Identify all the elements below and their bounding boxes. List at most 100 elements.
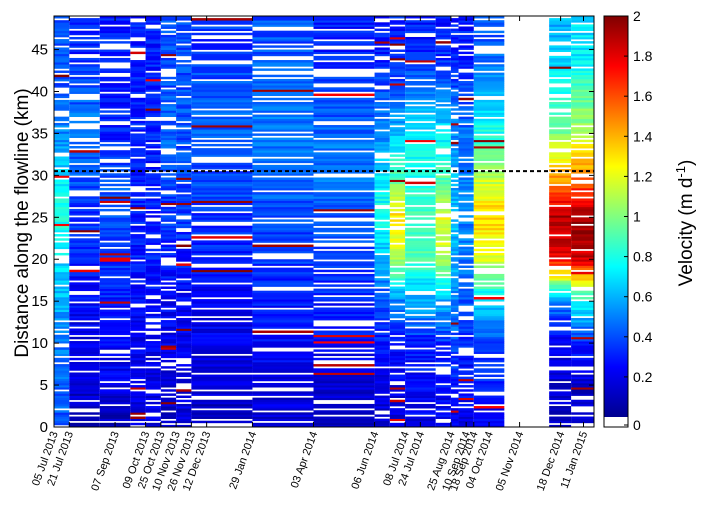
velocity-cell — [571, 259, 594, 262]
velocity-cell — [549, 385, 572, 388]
velocity-cell — [145, 301, 161, 304]
velocity-cell — [176, 299, 192, 302]
velocity-cell — [252, 231, 314, 235]
velocity-cell — [176, 282, 192, 285]
velocity-cell — [313, 200, 375, 203]
velocity-cell — [176, 148, 192, 151]
velocity-cell — [405, 410, 436, 413]
y-tick-label: 10 — [31, 335, 48, 352]
velocity-cell — [99, 217, 131, 220]
velocity-cell — [191, 143, 253, 147]
velocity-cell — [374, 198, 390, 201]
velocity-cell — [160, 273, 177, 277]
velocity-cell — [549, 353, 572, 357]
velocity-cell — [130, 286, 146, 289]
velocity-cell — [176, 32, 192, 36]
velocity-cell — [405, 278, 436, 281]
velocity-cell — [99, 156, 131, 159]
velocity-column — [571, 16, 594, 424]
velocity-cell — [69, 257, 100, 260]
velocity-cell — [130, 290, 146, 294]
velocity-cell — [571, 412, 594, 415]
velocity-cell — [458, 261, 474, 264]
velocity-cell — [473, 219, 505, 222]
velocity-cell — [549, 288, 572, 292]
velocity-cell — [458, 30, 474, 34]
velocity-cell — [374, 257, 390, 260]
velocity-cell — [405, 244, 436, 248]
velocity-cell — [54, 313, 70, 317]
velocity-cell — [549, 278, 572, 281]
velocity-cell — [69, 211, 100, 214]
velocity-cell — [54, 22, 70, 25]
velocity-cell — [374, 97, 390, 101]
velocity-cell — [458, 150, 474, 153]
velocity-cell — [313, 410, 375, 413]
velocity-cell — [69, 173, 100, 176]
velocity-cell — [405, 148, 436, 151]
velocity-cell — [458, 320, 474, 323]
velocity-cell — [252, 198, 314, 201]
velocity-cell — [54, 101, 70, 105]
velocity-cell — [313, 380, 375, 384]
velocity-cell — [69, 261, 100, 264]
velocity-cell — [130, 271, 146, 275]
velocity-column — [145, 16, 161, 428]
velocity-cell — [145, 114, 161, 118]
velocity-cell — [99, 99, 131, 103]
velocity-cell — [99, 278, 131, 281]
velocity-cell — [374, 292, 390, 296]
velocity-cell — [313, 215, 375, 218]
velocity-cell — [389, 244, 406, 248]
velocity-cell — [473, 278, 505, 281]
velocity-cell — [450, 309, 459, 313]
velocity-cell — [571, 106, 594, 109]
velocity-cell — [571, 183, 594, 187]
velocity-cell — [191, 359, 253, 363]
velocity-cell — [549, 62, 572, 65]
velocity-cell — [571, 309, 594, 313]
velocity-cell — [145, 154, 161, 157]
velocity-cell — [458, 412, 474, 415]
velocity-cell — [389, 320, 406, 323]
velocity-cell — [389, 143, 406, 147]
velocity-cell — [69, 104, 100, 107]
velocity-cell — [160, 234, 177, 237]
velocity-cell — [130, 106, 146, 109]
velocity-cell — [313, 116, 375, 120]
velocity-cell — [374, 370, 390, 373]
velocity-cell — [473, 225, 505, 229]
colorbar-tick-label: 0.2 — [633, 369, 653, 385]
velocity-cell — [549, 240, 572, 243]
velocity-cell — [160, 403, 177, 407]
velocity-cell — [130, 288, 146, 292]
velocity-cell — [99, 414, 131, 417]
velocity-cell — [130, 22, 146, 25]
velocity-cell — [191, 177, 253, 180]
velocity-cell — [571, 53, 594, 57]
velocity-cell — [405, 395, 436, 398]
velocity-cell — [473, 57, 505, 61]
velocity-cell — [191, 64, 253, 67]
velocity-cell — [389, 288, 406, 292]
velocity-cell — [176, 395, 192, 398]
velocity-cell — [450, 133, 459, 136]
velocity-cell — [99, 303, 131, 306]
velocity-cell — [473, 414, 505, 417]
velocity-cell — [191, 271, 253, 275]
velocity-cell — [69, 244, 100, 248]
velocity-cell — [313, 332, 375, 336]
velocity-cell — [450, 284, 459, 287]
velocity-cell — [313, 206, 375, 210]
velocity-cell — [160, 120, 177, 124]
velocity-cell — [191, 280, 253, 283]
velocity-cell — [313, 141, 375, 145]
velocity-cell — [435, 112, 451, 115]
velocity-cell — [160, 374, 177, 378]
velocity-cell — [473, 104, 505, 107]
velocity-cell — [313, 143, 375, 147]
velocity-cell — [145, 382, 161, 386]
velocity-cell — [458, 154, 474, 157]
velocity-cell — [252, 137, 314, 141]
velocity-cell — [389, 183, 406, 187]
